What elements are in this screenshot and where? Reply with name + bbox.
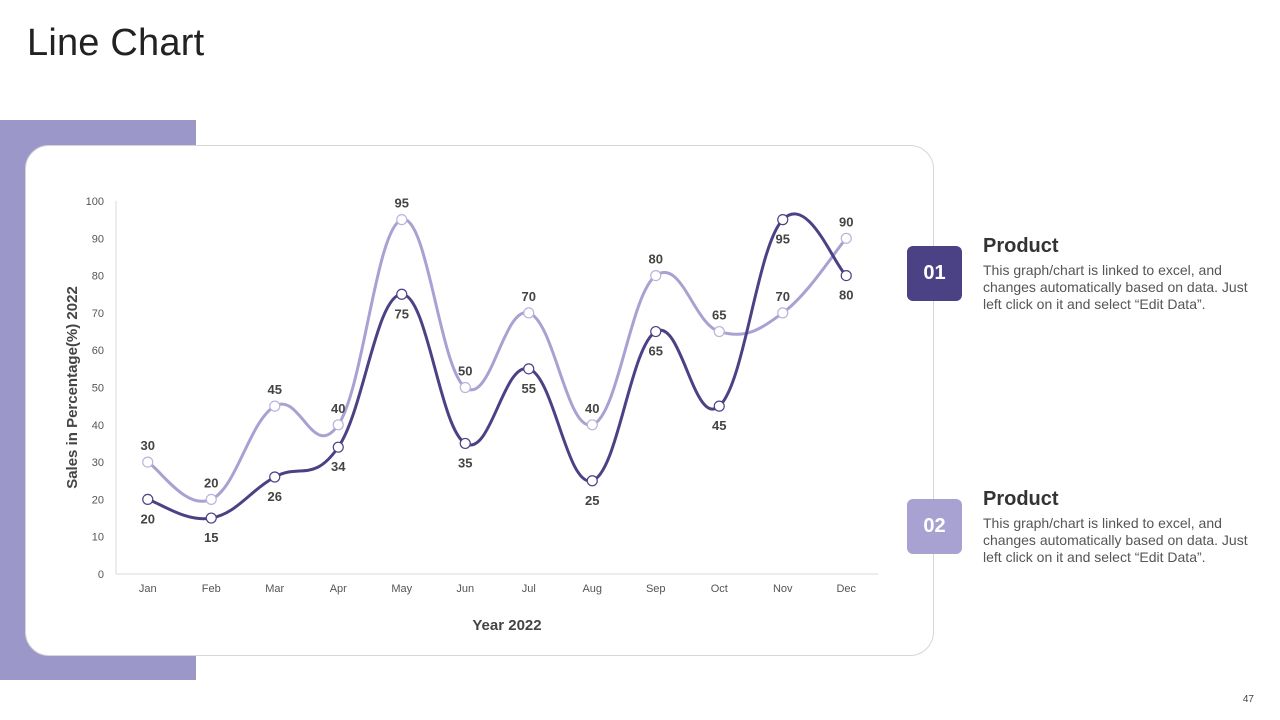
data-label-s2-may: 95 — [395, 196, 409, 211]
y-tick-label-30: 30 — [92, 457, 104, 469]
data-label-s1-jan: 20 — [141, 511, 155, 526]
x-tick-label-nov: Nov — [773, 583, 793, 595]
data-point-s1-aug — [586, 475, 598, 487]
data-point-s1-feb — [205, 512, 217, 524]
legend-badge-02: 02 — [907, 499, 962, 554]
data-label-s2-jul: 70 — [522, 289, 536, 304]
data-label-s2-oct: 65 — [712, 308, 726, 323]
data-label-s2-jan: 30 — [141, 438, 155, 453]
data-point-s1-jan — [142, 493, 154, 505]
data-point-s2-oct — [713, 325, 725, 338]
x-tick-label-aug: Aug — [582, 583, 602, 595]
x-tick-label-oct: Oct — [711, 583, 728, 595]
y-tick-label-90: 90 — [92, 233, 104, 245]
x-tick-label-may: May — [391, 583, 412, 595]
y-tick-label-10: 10 — [92, 532, 104, 544]
y-tick-label-50: 50 — [92, 383, 104, 395]
line-chart[interactable]: 0 10 20 30 40 50 60 70 80 90 100 Jan Feb Mar Apr May Jun… — [26, 146, 935, 657]
data-point-s1-sep — [650, 325, 662, 338]
data-label-s2-mar: 45 — [268, 382, 282, 397]
y-tick-label-60: 60 — [92, 345, 104, 357]
data-label-s1-oct: 45 — [712, 418, 726, 433]
y-tick-label-80: 80 — [92, 271, 104, 283]
data-label-s1-dec: 80 — [839, 288, 853, 303]
y-tick-label-40: 40 — [92, 420, 104, 432]
data-point-s2-nov — [777, 307, 789, 319]
data-label-s2-nov: 70 — [776, 289, 790, 304]
data-point-s1-dec — [840, 270, 852, 282]
series-line-2 — [146, 218, 848, 503]
data-point-s2-jul — [523, 307, 535, 319]
data-point-s1-jun — [459, 437, 471, 450]
x-tick-label-mar: Mar — [265, 583, 284, 595]
legend-title-02: Product — [983, 488, 1059, 510]
data-label-s2-sep: 80 — [649, 252, 663, 267]
data-label-s2-dec: 90 — [839, 214, 853, 229]
legend-title-01: Product — [983, 235, 1059, 257]
data-point-s2-jan — [142, 456, 154, 468]
y-tick-label-70: 70 — [92, 308, 104, 320]
data-point-s2-aug — [586, 419, 598, 431]
data-label-s2-apr: 40 — [331, 401, 345, 416]
legend-item-product-02: 02 Product This graph/chart is linked to… — [907, 488, 1267, 565]
x-tick-label-dec: Dec — [836, 583, 856, 595]
y-tick-label-100: 100 — [86, 196, 104, 208]
legend-item-product-01: 01 Product This graph/chart is linked to… — [907, 235, 1267, 312]
data-point-s2-dec — [840, 232, 852, 244]
data-point-s1-oct — [713, 400, 725, 412]
x-tick-label-apr: Apr — [330, 583, 347, 595]
data-point-s2-apr — [332, 419, 344, 431]
chart-card[interactable]: 0 10 20 30 40 50 60 70 80 90 100 Jan Feb Mar Apr May Jun… — [25, 145, 934, 656]
x-tick-label-sep: Sep — [646, 583, 666, 595]
data-point-s1-jul — [523, 363, 535, 375]
data-point-s1-apr — [332, 441, 344, 453]
data-label-s1-apr: 34 — [331, 459, 346, 474]
data-label-s1-sep: 65 — [649, 344, 663, 359]
x-tick-label-jan: Jan — [139, 583, 157, 595]
series-line-1 — [146, 212, 848, 521]
data-label-s2-aug: 40 — [585, 401, 599, 416]
x-tick-label-jun: Jun — [456, 583, 474, 595]
page-number: 47 — [1242, 694, 1254, 705]
data-point-s2-may — [396, 214, 408, 226]
data-point-s2-sep — [650, 270, 662, 282]
legend-description-02: This graph/chart is linked to excel, and… — [983, 515, 1248, 565]
data-label-s1-jun: 35 — [458, 455, 472, 470]
data-point-s2-feb — [205, 493, 217, 505]
data-label-s1-jul: 55 — [522, 381, 536, 396]
legend-badge-01: 01 — [907, 246, 962, 301]
data-label-s2-feb: 20 — [204, 475, 218, 490]
data-point-s2-mar — [269, 400, 281, 412]
data-point-s1-nov — [777, 214, 789, 226]
y-tick-label-20: 20 — [92, 494, 104, 506]
data-point-s2-jun — [459, 381, 471, 394]
legend-description-01: This graph/chart is linked to excel, and… — [983, 262, 1248, 312]
data-label-s1-may: 75 — [395, 306, 409, 321]
y-axis-title: Sales in Percentage(%) 2022 — [64, 286, 81, 489]
slide-title: Line Chart — [27, 22, 205, 64]
x-axis-title: Year 2022 — [472, 617, 541, 634]
data-label-s1-mar: 26 — [268, 489, 282, 504]
data-label-s1-feb: 15 — [204, 530, 218, 545]
x-tick-label-jul: Jul — [522, 583, 536, 595]
data-label-s1-nov: 95 — [776, 232, 790, 247]
data-point-s1-may — [396, 288, 408, 300]
data-label-s1-aug: 25 — [585, 493, 599, 508]
data-label-s2-jun: 50 — [458, 364, 472, 379]
x-tick-label-feb: Feb — [202, 583, 221, 595]
y-tick-label-0: 0 — [98, 569, 104, 581]
data-point-s1-mar — [269, 471, 281, 483]
